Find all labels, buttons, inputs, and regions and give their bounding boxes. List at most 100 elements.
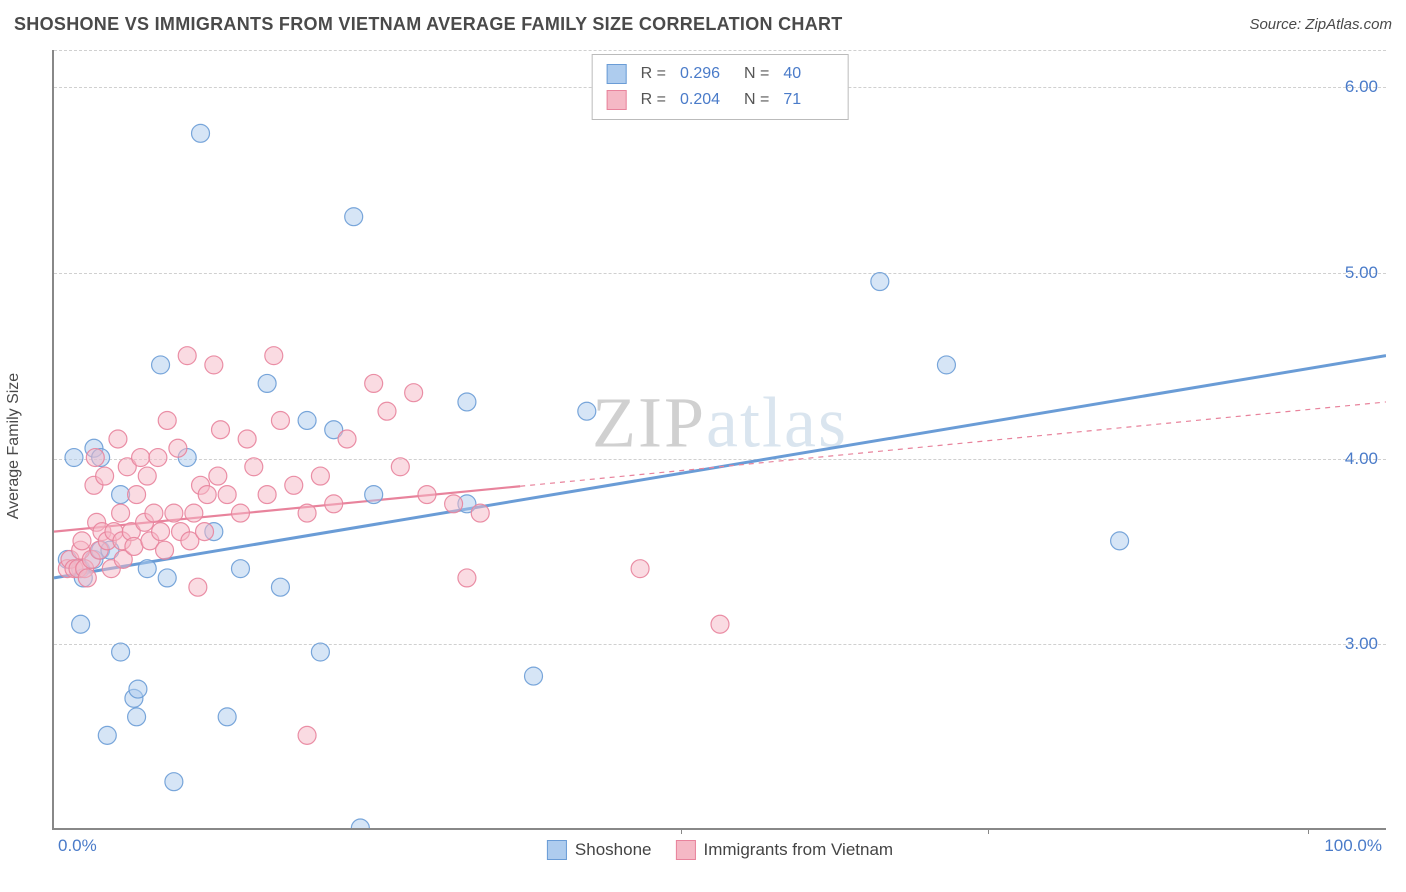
data-point [212,421,230,439]
y-axis-label: Average Family Size [5,373,23,519]
data-point [471,504,489,522]
data-point [98,726,116,744]
data-point [178,347,196,365]
data-point [78,569,96,587]
chart-source: Source: ZipAtlas.com [1249,16,1392,33]
n-label: N = [744,87,769,113]
x-tick-mark [988,828,989,834]
legend-row-vietnam: R = 0.204 N = 71 [607,87,834,113]
data-point [365,374,383,392]
data-point [1111,532,1129,550]
data-point [345,208,363,226]
data-point [631,560,649,578]
n-value-vietnam: 71 [783,87,833,113]
data-point [378,402,396,420]
data-point [231,560,249,578]
data-point [72,615,90,633]
r-value-vietnam: 0.204 [680,87,730,113]
data-point [132,449,150,467]
data-point [258,486,276,504]
x-tick-min: 0.0% [58,836,97,856]
data-point [96,467,114,485]
legend-item-vietnam: Immigrants from Vietnam [676,840,894,860]
data-point [311,643,329,661]
data-point [338,430,356,448]
data-point [871,273,889,291]
data-point [258,374,276,392]
data-point [165,773,183,791]
data-point [351,819,369,828]
data-point [937,356,955,374]
data-point [145,504,163,522]
data-point [73,532,91,550]
data-point [158,569,176,587]
chart-title: SHOSHONE VS IMMIGRANTS FROM VIETNAM AVER… [14,14,843,35]
data-point [271,411,289,429]
data-point [578,402,596,420]
data-point [112,643,130,661]
data-point [86,449,104,467]
legend-item-shoshone: Shoshone [547,840,652,860]
data-point [112,504,130,522]
data-point [525,667,543,685]
data-point [185,504,203,522]
data-point [231,504,249,522]
data-point [265,347,283,365]
data-point [128,486,146,504]
data-point [298,504,316,522]
data-point [458,569,476,587]
data-point [405,384,423,402]
swatch-vietnam [676,840,696,860]
n-label: N = [744,61,769,87]
data-point [458,393,476,411]
x-tick-mark [1308,828,1309,834]
legend-label-shoshone: Shoshone [575,840,652,860]
data-point [418,486,436,504]
data-point [152,356,170,374]
legend-row-shoshone: R = 0.296 N = 40 [607,61,834,87]
r-label: R = [641,61,666,87]
data-point [156,541,174,559]
data-point [298,411,316,429]
data-point [138,560,156,578]
data-point [128,708,146,726]
data-point [158,411,176,429]
data-point [198,486,216,504]
data-point [238,430,256,448]
r-value-shoshone: 0.296 [680,61,730,87]
swatch-shoshone [607,64,627,84]
data-point [391,458,409,476]
scatter-svg [54,50,1386,828]
data-point [711,615,729,633]
data-point [445,495,463,513]
data-point [218,486,236,504]
data-point [169,439,187,457]
n-value-shoshone: 40 [783,61,833,87]
data-point [129,680,147,698]
data-point [138,467,156,485]
data-point [65,449,83,467]
x-tick-max: 100.0% [1324,836,1382,856]
data-point [325,495,343,513]
data-point [109,430,127,448]
data-point [149,449,167,467]
data-point [271,578,289,596]
r-label: R = [641,87,666,113]
data-point [365,486,383,504]
swatch-vietnam [607,90,627,110]
data-point [152,523,170,541]
data-point [112,486,130,504]
data-point [218,708,236,726]
data-point [311,467,329,485]
data-point [125,537,143,555]
data-point [189,578,207,596]
x-tick-mark [681,828,682,834]
series-legend: Shoshone Immigrants from Vietnam [547,840,893,860]
legend-label-vietnam: Immigrants from Vietnam [704,840,894,860]
data-point [209,467,227,485]
data-point [196,523,214,541]
data-point [165,504,183,522]
data-point [245,458,263,476]
data-point [205,356,223,374]
chart-plot-area: ZIPatlas R = 0.296 N = 40 R = 0.204 N = … [52,50,1386,830]
